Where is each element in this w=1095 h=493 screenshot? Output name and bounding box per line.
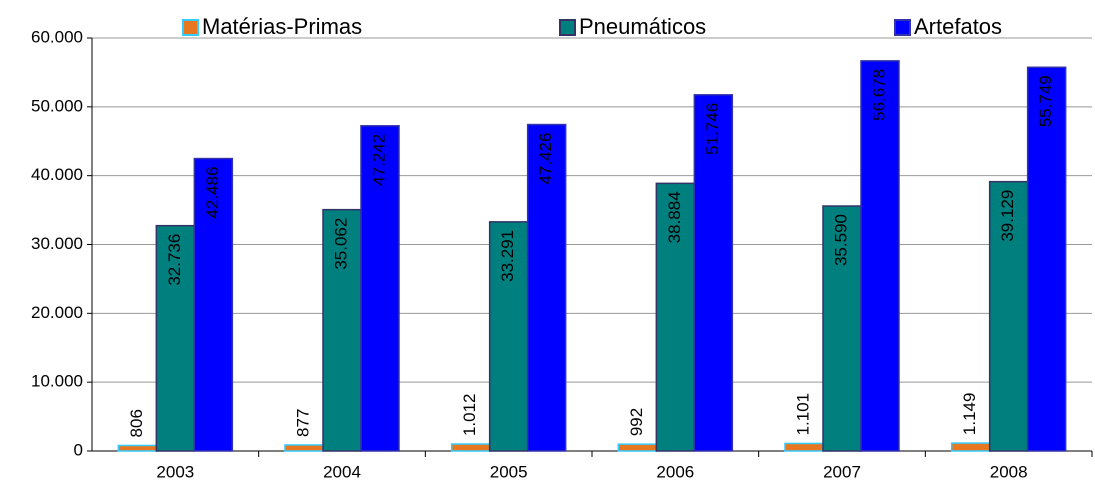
value-label: 806 — [127, 409, 146, 437]
legend-swatch — [182, 19, 199, 36]
y-tick-label: 20.000 — [31, 303, 83, 322]
x-tick-label: 2003 — [156, 462, 194, 481]
value-label: 47.426 — [536, 133, 555, 185]
value-label: 38.884 — [665, 191, 684, 243]
bar — [284, 444, 324, 452]
bar — [322, 208, 362, 452]
bar — [617, 443, 658, 452]
value-label: 42.486 — [203, 167, 222, 219]
value-label: 35.590 — [831, 214, 850, 266]
bar — [193, 157, 234, 452]
value-label: 33.291 — [498, 230, 517, 282]
value-label: 55.749 — [1036, 75, 1055, 127]
bar — [360, 125, 400, 452]
bar — [155, 224, 196, 452]
y-tick-label: 0 — [74, 440, 83, 459]
value-label: 1.101 — [793, 393, 812, 436]
bar — [784, 442, 824, 452]
value-label: 32.736 — [165, 234, 184, 286]
value-label: 51.746 — [703, 103, 722, 155]
x-tick-label: 2004 — [323, 462, 361, 481]
bar — [988, 180, 1029, 452]
bar — [450, 443, 491, 452]
value-label: 35.062 — [331, 218, 350, 270]
value-label: 56.678 — [869, 69, 888, 121]
value-label: 992 — [627, 408, 646, 436]
y-tick-label: 50.000 — [31, 96, 83, 115]
legend-label: Pneumáticos — [579, 14, 706, 39]
bar — [1026, 66, 1067, 452]
y-tick-label: 60.000 — [31, 27, 83, 46]
y-tick-label: 30.000 — [31, 234, 83, 253]
y-tick-label: 10.000 — [31, 372, 83, 391]
x-tick-label: 2006 — [656, 462, 694, 481]
value-label: 39.129 — [998, 190, 1017, 242]
bar — [693, 94, 734, 452]
legend: Matérias-Primas Pneumáticos Artefatos — [182, 14, 1002, 39]
x-tick-label: 2008 — [990, 462, 1028, 481]
legend-label: Artefatos — [914, 14, 1002, 39]
bar — [655, 182, 696, 452]
bar — [117, 444, 158, 452]
value-label: 1.012 — [460, 393, 479, 436]
x-tick-label: 2007 — [823, 462, 861, 481]
legend-swatch — [894, 19, 911, 36]
value-label: 47.242 — [369, 134, 388, 186]
legend-label: Matérias-Primas — [202, 14, 362, 39]
value-label: 877 — [293, 409, 312, 437]
bar — [950, 442, 991, 452]
legend-swatch — [559, 19, 576, 36]
value-label: 1.149 — [960, 393, 979, 436]
bar — [526, 123, 567, 452]
y-tick-label: 40.000 — [31, 165, 83, 184]
x-tick-label: 2005 — [490, 462, 528, 481]
bar — [860, 60, 900, 452]
